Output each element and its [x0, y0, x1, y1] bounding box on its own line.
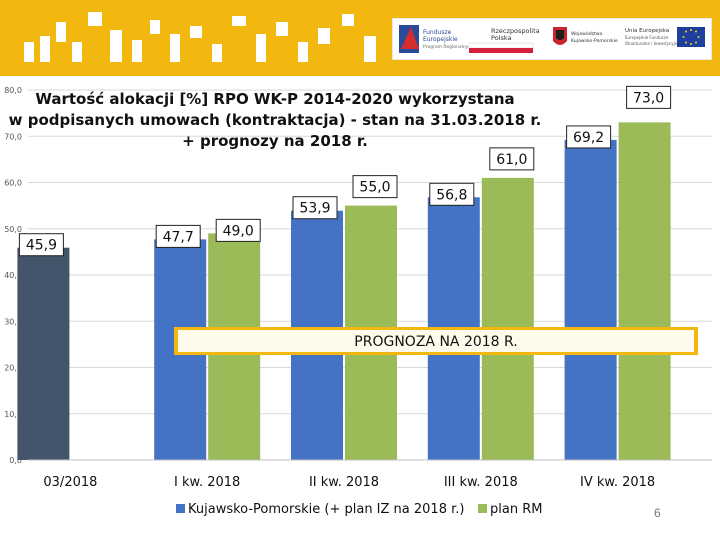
- bar-plan-rm: [618, 122, 671, 460]
- legend-swatch-plan-rm: [478, 504, 487, 513]
- forecast-annotation: PROGNOZA NA 2018 R.: [174, 327, 698, 355]
- allocation-chart: 0,0 10,0 20,0 30,0 40,0 50,0 60,0 70,0 80,0 45,9…: [4, 85, 712, 517]
- data-label: 56,8: [436, 187, 467, 203]
- x-tick-label: II kw. 2018: [309, 475, 379, 490]
- data-label: 69,2: [573, 130, 604, 146]
- unia-europejska-logo: Unia Europejska Europejskie Fundusze Str…: [625, 27, 705, 47]
- ue-line-1: Unia Europejska: [625, 28, 669, 34]
- data-label-box: [155, 224, 201, 248]
- fe-line-1: Fundusze: [423, 29, 452, 36]
- y-tick-label: 70,0: [4, 132, 22, 141]
- y-tick-label: 10,0: [4, 410, 22, 419]
- x-tick-label: 03/2018: [43, 475, 97, 490]
- x-tick-label: III kw. 2018: [444, 475, 518, 490]
- bar-kujawsko-pomorskie: [17, 247, 70, 460]
- data-label: 61,0: [496, 152, 527, 168]
- data-label-box: [429, 182, 475, 206]
- legend-label: plan RM: [490, 502, 542, 517]
- y-tick-label: 20,0: [4, 364, 22, 373]
- data-label-box: [352, 175, 398, 199]
- data-label-box: [489, 147, 535, 171]
- y-tick-label: 40,0: [4, 271, 22, 280]
- x-axis: 03/2018 I kw. 2018 II kw. 2018 III kw. 2018…: [28, 459, 712, 490]
- y-tick-label: 60,0: [4, 179, 22, 188]
- page-number: 6: [654, 506, 661, 520]
- legend-swatch-kujawsko-pomorskie: [176, 504, 185, 513]
- fundusze-europejskie-logo: Fundusze Europejskie Program Regionalny: [399, 25, 469, 53]
- forecast-label: PROGNOZA NA 2018 R.: [354, 334, 517, 350]
- y-tick-label: 0,0: [9, 456, 22, 465]
- ue-line-3: Strukturalne i Inwestycyjne: [625, 41, 680, 46]
- ue-line-2: Europejskie Fundusze: [625, 35, 669, 40]
- x-tick-label: I kw. 2018: [174, 475, 240, 490]
- rp-line-2: Polska: [491, 34, 512, 42]
- bar-kujawsko-pomorskie: [564, 139, 617, 460]
- legend: Kujawsko-Pomorskie (+ plan IZ na 2018 r.…: [176, 502, 542, 517]
- data-label-box: [626, 85, 672, 109]
- y-axis: 0,0 10,0 20,0 30,0 40,0 50,0 60,0 70,0 80,0: [4, 86, 22, 465]
- data-label-box: [566, 125, 612, 149]
- program-logo: [24, 12, 376, 62]
- chart-title-line-1: Wartość alokacji [%] RPO WK-P 2014-2020 …: [35, 90, 514, 108]
- rzeczpospolita-polska-logo: Rzeczpospolita Polska: [468, 27, 540, 53]
- chart-title-line-2: w podpisanych umowach (kontraktacja) - s…: [9, 111, 542, 129]
- y-tick-label: 50,0: [4, 225, 22, 234]
- data-label: 45,9: [26, 238, 57, 254]
- chart-title-line-3: + prognozy na 2018 r.: [182, 132, 368, 150]
- fe-line-3: Program Regionalny: [423, 44, 469, 50]
- rp-line-1: Rzeczpospolita: [491, 27, 540, 35]
- legend-label: Kujawsko-Pomorskie (+ plan IZ na 2018 r.…: [188, 502, 464, 517]
- woj-line-1: Województwo: [571, 30, 603, 37]
- fe-line-2: Europejskie: [423, 36, 458, 43]
- data-label-box: [215, 218, 261, 242]
- bar-series: 45,9 47,7 49,0 53,9 55,0 56,8 61,0 69,2 73,0: [17, 85, 672, 461]
- data-label-box: [18, 233, 64, 257]
- data-label: 55,0: [359, 180, 390, 196]
- bar-plan-rm: [481, 177, 534, 460]
- x-tick-label: IV kw. 2018: [580, 475, 655, 490]
- woj-line-2: Kujawsko-Pomorskie: [571, 38, 618, 44]
- header-bar: Fundusze Europejskie Program Regionalny …: [0, 0, 720, 76]
- kujawsko-pomorskie-logo: Województwo Kujawsko-Pomorskie: [553, 27, 618, 45]
- data-label: 73,0: [633, 90, 664, 106]
- data-label: 53,9: [299, 201, 330, 217]
- y-tick-label: 30,0: [4, 317, 22, 326]
- y-tick-label: 80,0: [4, 86, 22, 95]
- eu-funding-logos: Fundusze Europejskie Program Regionalny …: [392, 18, 712, 60]
- data-label: 49,0: [223, 223, 254, 239]
- data-label: 47,7: [163, 229, 194, 245]
- data-label-box: [292, 196, 338, 220]
